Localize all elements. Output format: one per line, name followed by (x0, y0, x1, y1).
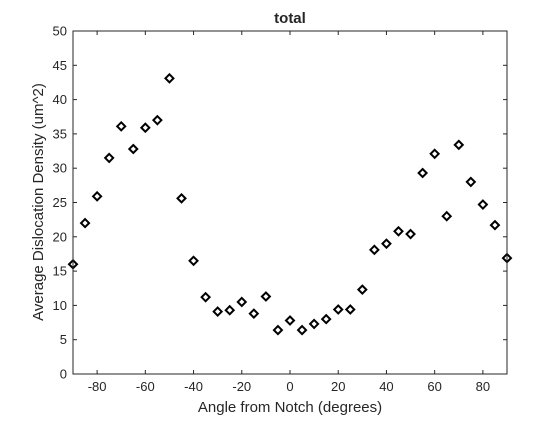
data-point (248, 308, 260, 320)
data-point (91, 190, 103, 202)
y-tick-label: 10 (53, 298, 67, 313)
x-tick-label: 80 (476, 379, 490, 394)
data-point (236, 296, 248, 308)
data-point (188, 255, 199, 267)
y-tick-label: 50 (53, 24, 67, 39)
y-tick-label: 40 (53, 92, 67, 107)
data-point (381, 238, 392, 250)
data-point (115, 120, 127, 132)
x-tick-label: 60 (427, 379, 441, 394)
y-tick-label: 15 (53, 264, 67, 279)
plot-area (73, 31, 507, 374)
data-point (224, 304, 236, 316)
y-tick-label: 30 (53, 161, 67, 176)
y-tick-label: 45 (53, 58, 67, 73)
data-point (176, 192, 187, 204)
data-point (127, 143, 139, 155)
data-point (332, 304, 344, 315)
data-point (368, 244, 380, 256)
x-tick-label: -40 (184, 379, 203, 394)
data-point (344, 304, 356, 315)
x-tick-label: 40 (379, 379, 393, 394)
y-tick-label: 0 (60, 367, 67, 382)
data-point (320, 313, 332, 325)
y-tick-label: 5 (60, 332, 67, 347)
chart-title: total (274, 10, 306, 27)
data-point (164, 72, 175, 84)
y-tick-label: 20 (53, 229, 67, 244)
x-tick-label: 0 (286, 379, 293, 394)
plot-frame (72, 30, 508, 375)
x-tick-label: -60 (136, 379, 155, 394)
data-point (429, 148, 441, 160)
y-tick-label: 35 (53, 126, 67, 141)
x-tick-label: -20 (232, 379, 251, 394)
data-point (296, 324, 308, 336)
data-point (465, 176, 477, 188)
data-point (200, 291, 212, 303)
data-point (103, 152, 115, 164)
x-axis: -80 -60 -40 -20 0 20 40 60 80 (88, 31, 490, 394)
data-point (308, 318, 320, 330)
data-point (139, 122, 151, 134)
y-axis-label: Average Dislocation Density (um^2) (30, 83, 47, 321)
data-point (212, 306, 224, 317)
data-point (393, 225, 404, 237)
data-point (441, 210, 453, 222)
y-axis: 0 5 10 15 20 25 30 35 40 45 50 (53, 24, 507, 382)
data-point (453, 139, 465, 151)
data-point (405, 228, 416, 240)
data-points (67, 72, 513, 336)
x-tick-label: 20 (331, 379, 345, 394)
y-tick-label: 25 (53, 195, 67, 210)
x-axis-label: Angle from Notch (degrees) (198, 399, 382, 416)
data-point (417, 167, 429, 179)
data-point (151, 114, 163, 126)
data-point (260, 291, 272, 302)
data-point (79, 217, 91, 229)
data-point (356, 284, 368, 296)
data-point (284, 315, 296, 326)
data-point (477, 199, 489, 210)
data-point (489, 219, 501, 231)
x-tick-label: -80 (88, 379, 107, 394)
data-point (272, 324, 284, 336)
